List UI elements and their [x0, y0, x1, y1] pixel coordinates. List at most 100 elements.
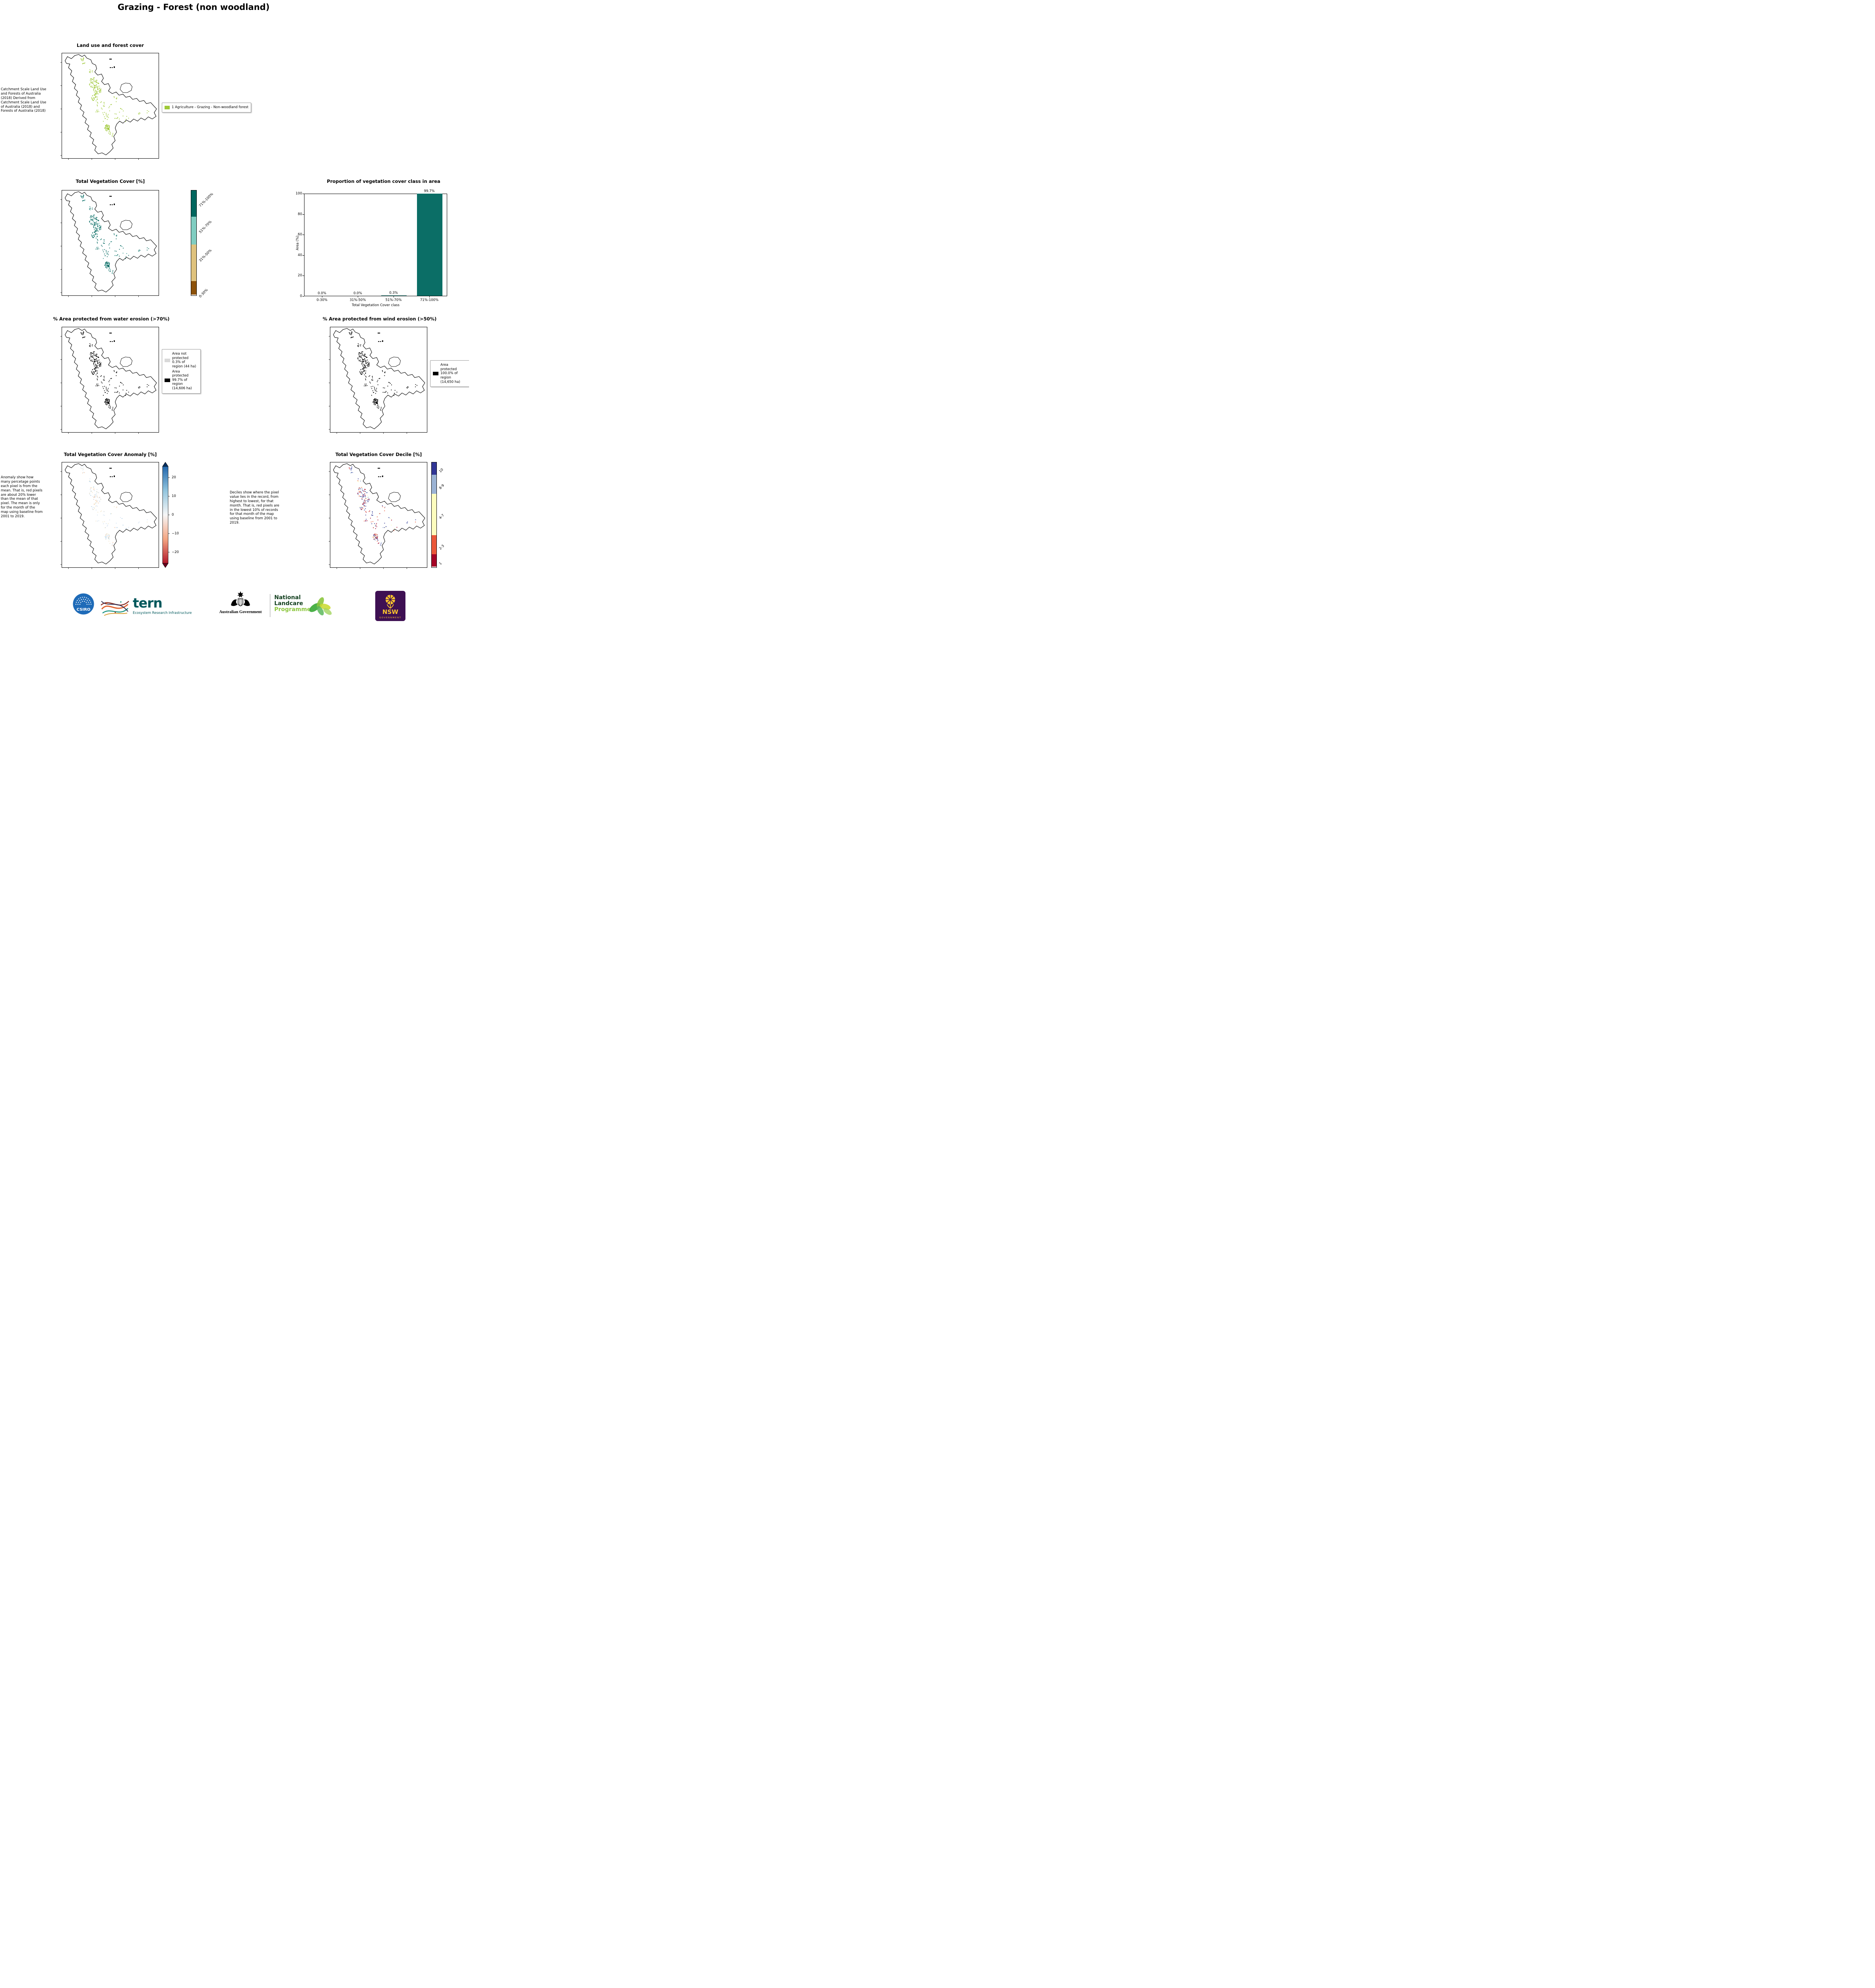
leaf	[317, 606, 324, 615]
landcare-line-3: Programme	[274, 606, 311, 613]
nsw-wordmark: NSW	[382, 608, 398, 615]
art-line	[104, 613, 128, 616]
colorbar-segment	[432, 475, 436, 494]
map-dots	[349, 466, 416, 546]
legend-entry: Area not protected 0.3% of region (44 ha…	[165, 352, 198, 369]
csiro-arc-mid	[78, 599, 89, 605]
map-dots	[80, 331, 149, 411]
y-tick-mark	[302, 255, 304, 256]
nsw-government-label: GOVERNMENT	[379, 617, 401, 619]
map-outline	[65, 191, 157, 293]
landuse-map	[60, 53, 159, 160]
anomaly-tick-10: 10	[172, 494, 176, 498]
water-erosion-map	[60, 327, 159, 434]
map-outline	[65, 328, 157, 429]
decile-label-10: 10	[438, 468, 444, 474]
art-dot	[114, 612, 116, 613]
y-tick-label: 20	[298, 274, 302, 278]
landuse-source-note: Catchment Scale Land Use and Forests of …	[1, 87, 47, 113]
art-line	[101, 604, 128, 610]
legend-swatch-protected	[165, 378, 170, 382]
leaf	[317, 597, 324, 608]
wind-erosion-map	[329, 327, 427, 434]
colorbar-label-71-100: 71%-100%	[198, 192, 214, 208]
tern-subtitle: Ecosystem Research Infrastructure	[133, 611, 192, 615]
decile-label-4-7: 4-7	[438, 513, 445, 520]
vegcover-colorbar	[191, 190, 197, 296]
map-dots	[80, 194, 149, 274]
chart-title: Proportion of vegetation cover class in …	[327, 179, 440, 184]
landcare-line-2: Landcare	[274, 600, 303, 607]
y-tick-label: 100	[295, 192, 302, 196]
colorbar-segment	[191, 216, 196, 245]
decile-explanation: Deciles show where the pixel value lies …	[230, 491, 279, 525]
y-tick-mark	[302, 214, 304, 215]
anomaly-tick-20: 20	[172, 476, 176, 480]
bar-value-label: 0.0%	[353, 291, 362, 295]
csiro-wordmark: CSIRO	[77, 608, 91, 612]
legend-swatch-protected	[433, 372, 438, 376]
colorbar-segment	[432, 493, 436, 536]
csiro-logo: CSIRO	[73, 593, 94, 615]
colorbar-segment	[432, 535, 436, 554]
chart-plot-area	[304, 193, 447, 296]
anomaly-title: Total Vegetation Cover Anomaly [%]	[64, 452, 157, 457]
australian-government-wordmark: Australian Government	[219, 610, 262, 614]
y-tick-mark	[302, 296, 304, 297]
shield	[238, 598, 243, 606]
vegcover-map-title: Total Vegetation Cover [%]	[76, 179, 145, 184]
colorbar-segment	[191, 281, 196, 295]
legend-entry: 1 Agriculture - Grazing - Non-woodland f…	[165, 105, 248, 110]
decile-label-1: 1	[438, 561, 443, 566]
australian-government-logo: Australian Government	[215, 591, 266, 614]
bar-value-label: 0.3%	[389, 291, 398, 295]
art-dot	[120, 601, 122, 603]
decile-colorbar	[431, 462, 437, 568]
legend-swatch	[165, 105, 170, 109]
csiro-circle	[73, 593, 94, 615]
legend-label: Area not protected 0.3% of region (44 ha…	[172, 352, 196, 369]
y-tick-label: 40	[298, 253, 302, 257]
aboriginal-art-graphic	[101, 601, 129, 616]
emu-silhouette	[243, 599, 250, 606]
leaf	[320, 604, 331, 610]
water-erosion-title: % Area protected from water erosion (>70…	[53, 316, 170, 322]
legend-label: 1 Agriculture - Grazing - Non-woodland f…	[172, 105, 249, 109]
y-tick-label: 60	[298, 233, 302, 237]
bar-value-label: 99.7%	[424, 189, 435, 193]
anomaly-explanation: Anomaly show how many percetage points e…	[1, 476, 43, 518]
coat-of-arms-icon	[231, 591, 250, 606]
decile-map	[329, 462, 427, 569]
decile-label-2-3: 2-3	[438, 544, 445, 551]
colorbar-segment	[191, 190, 196, 217]
x-tick-label: 0-30%	[316, 298, 328, 302]
art-dot	[106, 603, 107, 604]
colorbar-label-51-70: 51%-70%	[198, 220, 213, 235]
commonwealth-star	[237, 591, 244, 598]
water-erosion-legend: Area not protected 0.3% of region (44 ha…	[162, 349, 201, 394]
art-line	[101, 601, 128, 612]
legend-swatch-not-protected	[165, 358, 170, 362]
leaf	[323, 608, 332, 615]
anomaly-tick-neg10: −10	[172, 532, 179, 536]
art-line	[102, 608, 128, 613]
x-tick-label: 31%-50%	[349, 298, 366, 302]
anomaly-tick-0: 0	[172, 513, 174, 517]
colorbar-label-31-50: 31%-50%	[198, 248, 213, 263]
map-outline	[65, 463, 157, 565]
y-tick-label: 80	[298, 212, 302, 216]
anomaly-tick-neg20: −20	[172, 550, 179, 554]
waratah-stems	[387, 604, 394, 609]
report-page: Grazing - Forest (non woodland) Land use…	[0, 0, 469, 628]
decile-label-8-9: 8-9	[438, 483, 445, 491]
landcare-line-1: National	[274, 594, 301, 601]
y-tick-label: 0	[300, 294, 302, 298]
landuse-legend: 1 Agriculture - Grazing - Non-woodland f…	[162, 103, 252, 113]
colorbar-label-0-30: 0-30%	[198, 288, 209, 299]
colorbar-segment	[432, 554, 436, 567]
nsw-government-logo: NSW GOVERNMENT	[375, 591, 405, 621]
map-outline	[65, 54, 157, 155]
map-dots	[80, 57, 149, 137]
kangaroo-silhouette	[231, 599, 238, 606]
wind-erosion-title: % Area protected from wind erosion (>50%…	[322, 316, 437, 322]
